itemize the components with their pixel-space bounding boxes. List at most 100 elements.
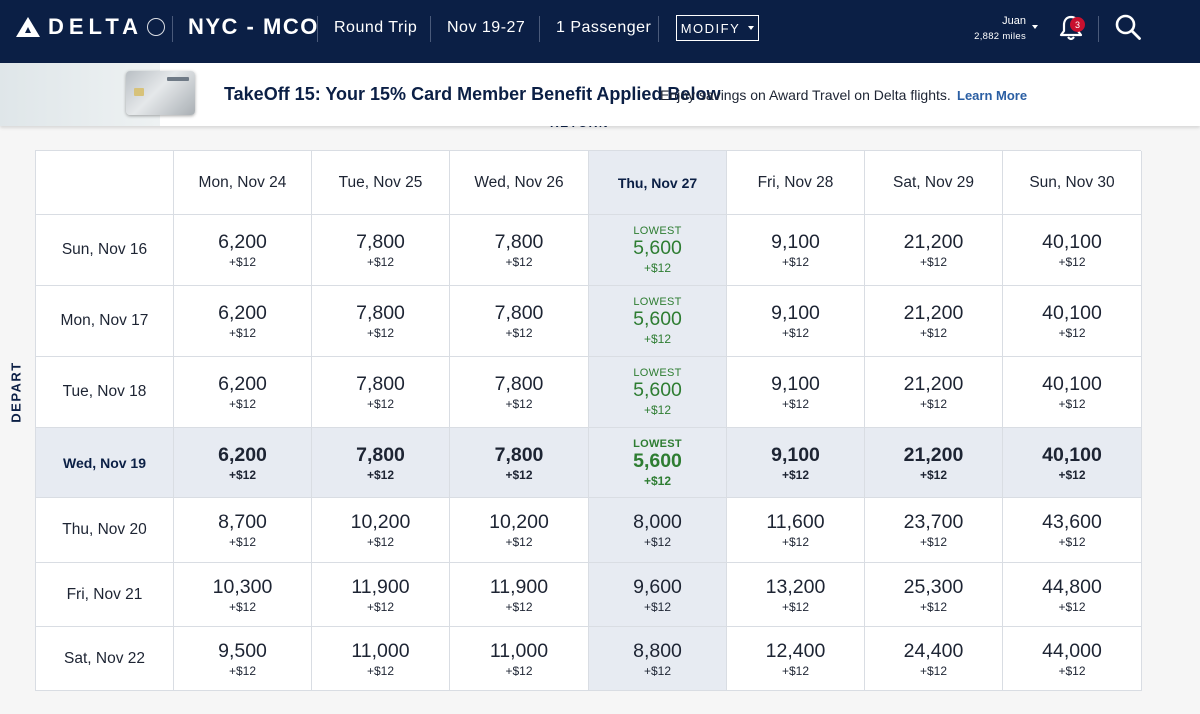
fare-miles: 6,200 [218,373,267,395]
fare-cell[interactable]: 6,200 +$12 [174,215,312,286]
fare-cell[interactable]: 9,600 +$12 [589,563,727,627]
fare-taxes: +$12 [643,403,672,417]
fare-cell[interactable]: 6,200 +$12 [174,286,312,357]
fare-cell[interactable]: 21,200 +$12 [865,428,1003,498]
fare-miles: 44,000 [1042,639,1102,662]
chevron-down-icon [748,26,755,30]
fare-cell[interactable]: 21,200 +$12 [865,286,1003,357]
fare-cell[interactable]: 7,800 +$12 [312,428,450,498]
fare-cell[interactable]: 8,700 +$12 [174,498,312,563]
fare-taxes: +$12 [505,397,533,411]
fare-miles: 5,600 [633,237,682,259]
chevron-down-icon[interactable] [1032,25,1038,29]
learn-more-link[interactable]: Learn More [957,88,1028,103]
fare-taxes: +$12 [643,473,672,488]
return-date-label: Fri, Nov 28 [757,173,834,191]
fare-taxes: +$12 [505,467,533,482]
fare-cell[interactable]: 11,900 +$12 [312,563,450,627]
fare-cell[interactable]: 9,100 +$12 [727,357,865,428]
fare-cell[interactable]: LOWEST 5,600 +$12 [589,428,727,498]
fare-cell[interactable]: 7,800 +$12 [312,286,450,357]
fare-cell[interactable]: 10,200 +$12 [450,498,589,563]
fare-cell[interactable]: 40,100 +$12 [1003,357,1142,428]
fare-cell[interactable]: 21,200 +$12 [865,357,1003,428]
credit-card-image [126,71,195,115]
fare-cell[interactable]: 9,100 +$12 [727,215,865,286]
fare-taxes: +$12 [366,255,395,269]
fare-cell[interactable]: 6,200 +$12 [174,357,312,428]
fare-cell[interactable]: 44,800 +$12 [1003,563,1142,627]
fare-miles: 5,600 [633,379,682,401]
return-date-header: Fri, Nov 28 [727,151,865,215]
fare-cell[interactable]: LOWEST 5,600 +$12 [589,357,727,428]
fare-cell[interactable]: LOWEST 5,600 +$12 [589,286,727,357]
fare-miles: 6,200 [218,231,267,253]
fare-cell[interactable]: 6,200 +$12 [174,428,312,498]
fare-cell[interactable]: 40,100 +$12 [1003,428,1142,498]
depart-date-label: Sun, Nov 16 [61,241,148,258]
fare-taxes: +$12 [919,397,948,411]
fare-cell[interactable]: 7,800 +$12 [312,215,450,286]
modify-search-button[interactable]: MODIFY [676,15,759,41]
fare-cell[interactable]: 9,100 +$12 [727,428,865,498]
promo-description: Enjoy savings on Award Travel on Delta f… [660,87,951,103]
fare-miles: 9,500 [218,639,267,662]
fare-cell[interactable]: 10,200 +$12 [312,498,450,563]
fare-miles: 11,000 [489,639,549,662]
fare-cell[interactable]: 40,100 +$12 [1003,215,1142,286]
fare-cell[interactable]: 21,200 +$12 [865,215,1003,286]
fare-cell[interactable]: 25,300 +$12 [865,563,1003,627]
fare-miles: 44,800 [1042,575,1102,598]
fare-cell[interactable]: 13,200 +$12 [727,563,865,627]
fare-cell[interactable]: 11,600 +$12 [727,498,865,563]
header-divider [172,16,173,42]
fare-cell[interactable]: 11,900 +$12 [450,563,589,627]
fare-taxes: +$12 [228,467,257,482]
fare-taxes: +$12 [366,397,395,411]
fare-cell[interactable]: 11,000 +$12 [312,627,450,691]
delta-wordmark: DELTA [48,14,144,39]
fare-miles: 7,800 [494,443,544,466]
fare-taxes: +$12 [366,467,395,482]
fare-taxes: +$12 [505,326,533,340]
fare-cell[interactable]: 10,300 +$12 [174,563,312,627]
fare-miles: 9,100 [771,443,820,466]
fare-cell[interactable]: 7,800 +$12 [450,215,589,286]
fare-miles: 7,800 [356,302,405,324]
fare-taxes: +$12 [919,326,948,340]
fare-cell[interactable]: 40,100 +$12 [1003,286,1142,357]
depart-date-label: Mon, Nov 17 [60,312,149,329]
fare-cell[interactable]: LOWEST 5,600 +$12 [589,215,727,286]
search-icon[interactable] [1114,13,1142,41]
fare-cell[interactable]: 8,000 +$12 [589,498,727,563]
fare-taxes: +$12 [366,535,395,549]
fare-cell[interactable]: 8,800 +$12 [589,627,727,691]
fare-taxes: +$12 [1058,255,1086,269]
fare-miles: 11,900 [489,575,549,598]
return-date-label: Wed, Nov 26 [474,173,564,191]
depart-date-header: Sun, Nov 16 [36,215,174,286]
depart-date-header: Thu, Nov 20 [36,498,174,563]
fare-cell[interactable]: 44,000 +$12 [1003,627,1142,691]
fare-taxes: +$12 [228,326,257,340]
fare-cell[interactable]: 11,000 +$12 [450,627,589,691]
fare-cell[interactable]: 23,700 +$12 [865,498,1003,563]
lowest-fare-badge: LOWEST [633,225,682,237]
fare-cell[interactable]: 7,800 +$12 [450,286,589,357]
fare-miles: 9,100 [771,373,820,395]
fare-cell[interactable]: 9,500 +$12 [174,627,312,691]
top-navigation-bar: DELTA NYC - MCO Round Trip Nov 19-27 1 P… [0,0,1200,63]
fare-miles: 9,600 [633,575,682,598]
user-account-menu[interactable]: Juan 2,882 miles [960,14,1026,44]
fare-miles: 10,300 [212,575,273,598]
fare-cell[interactable]: 12,400 +$12 [727,627,865,691]
fare-cell[interactable]: 9,100 +$12 [727,286,865,357]
lowest-fare-badge: LOWEST [633,437,682,450]
delta-logo[interactable]: DELTA [16,14,166,40]
fare-cell[interactable]: 7,800 +$12 [450,357,589,428]
fare-miles: 7,800 [356,373,405,395]
fare-cell[interactable]: 24,400 +$12 [865,627,1003,691]
fare-cell[interactable]: 7,800 +$12 [312,357,450,428]
fare-cell[interactable]: 7,800 +$12 [450,428,589,498]
fare-cell[interactable]: 43,600 +$12 [1003,498,1142,563]
